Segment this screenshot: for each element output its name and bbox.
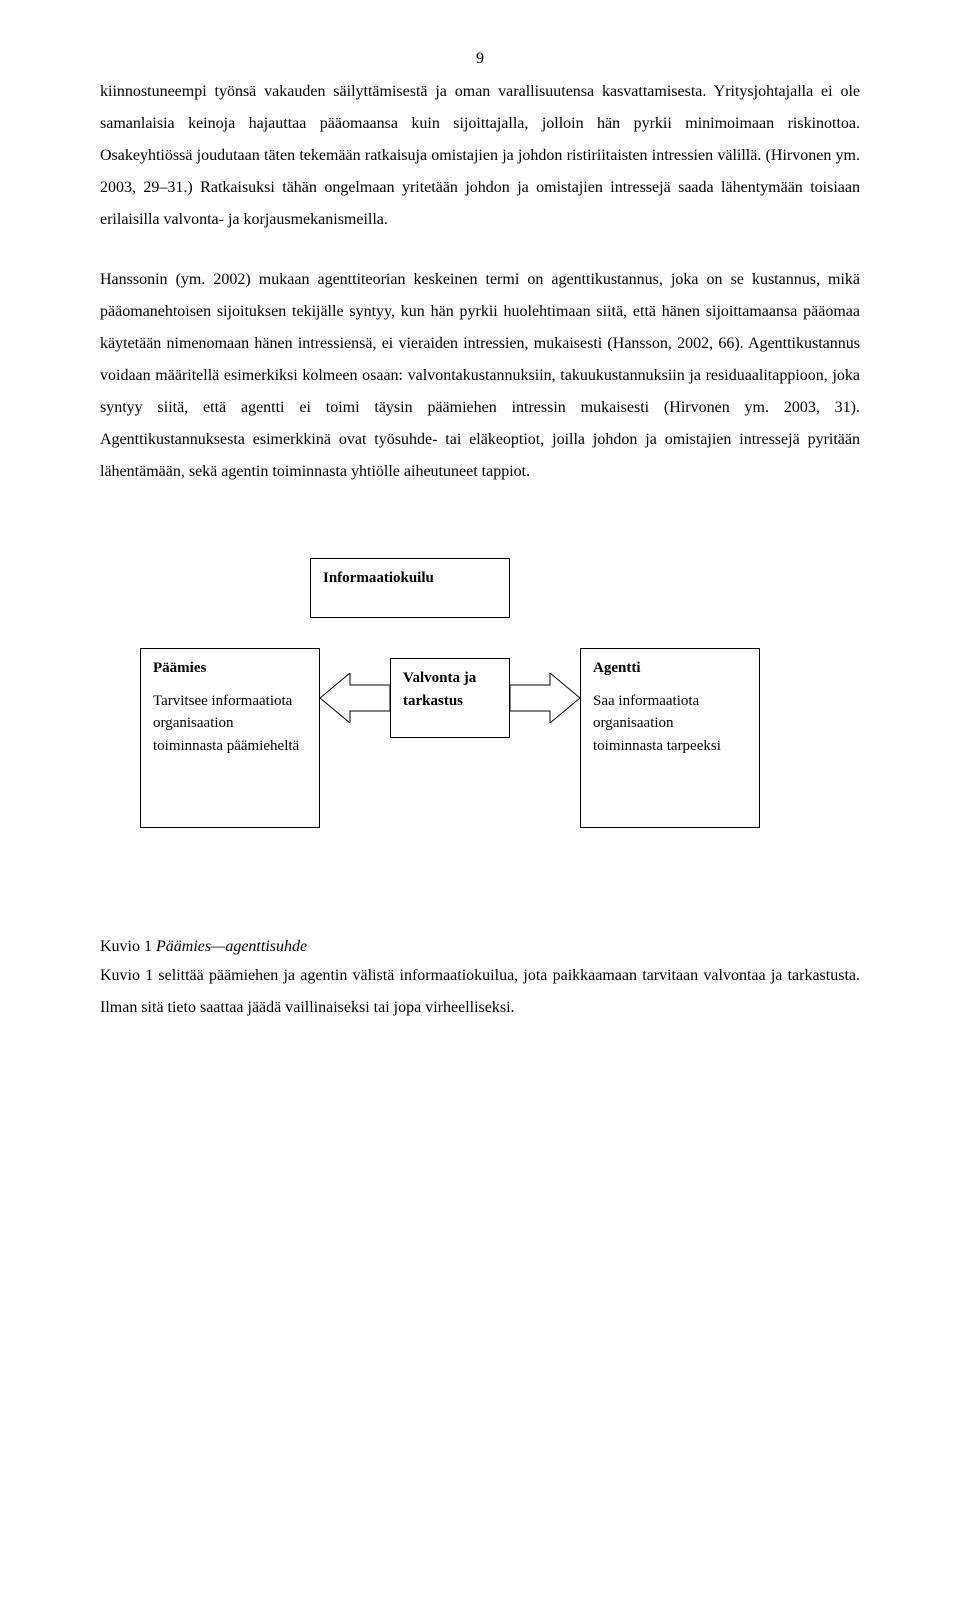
arrow-right-icon [510, 673, 580, 723]
diagram-principal-agent: Informaatiokuilu Päämies Tarvitsee infor… [100, 558, 860, 878]
diagram-agentti-body: Saa informaatiota organisaation toiminna… [593, 690, 747, 758]
arrow-left-icon [320, 673, 390, 723]
diagram-box-valvonta: Valvonta ja tarkastus [390, 658, 510, 738]
paragraph-1: kiinnostuneempi työnsä vakauden säilyttä… [100, 76, 860, 236]
page-number: 9 [100, 50, 860, 68]
diagram-box-paamies: Päämies Tarvitsee informaatiota organisa… [140, 648, 320, 828]
diagram-box-info: Informaatiokuilu [310, 558, 510, 618]
caption-label: Kuvio 1 [100, 938, 156, 955]
caption-title: Päämies—agenttisuhde [156, 938, 307, 955]
paragraph-2: Hanssonin (ym. 2002) mukaan agenttiteori… [100, 264, 860, 488]
figure-caption: Kuvio 1 Päämies—agenttisuhde [100, 938, 860, 956]
diagram-info-label: Informaatiokuilu [323, 570, 434, 586]
diagram-paamies-body: Tarvitsee informaatiota organisaation to… [153, 690, 307, 758]
diagram-box-agentti: Agentti Saa informaatiota organisaation … [580, 648, 760, 828]
caption-paragraph: Kuvio 1 selittää päämiehen ja agentin vä… [100, 960, 860, 1024]
diagram-paamies-title: Päämies [153, 657, 307, 680]
diagram-valvonta-label: Valvonta ja tarkastus [403, 670, 476, 709]
diagram-agentti-title: Agentti [593, 657, 747, 680]
